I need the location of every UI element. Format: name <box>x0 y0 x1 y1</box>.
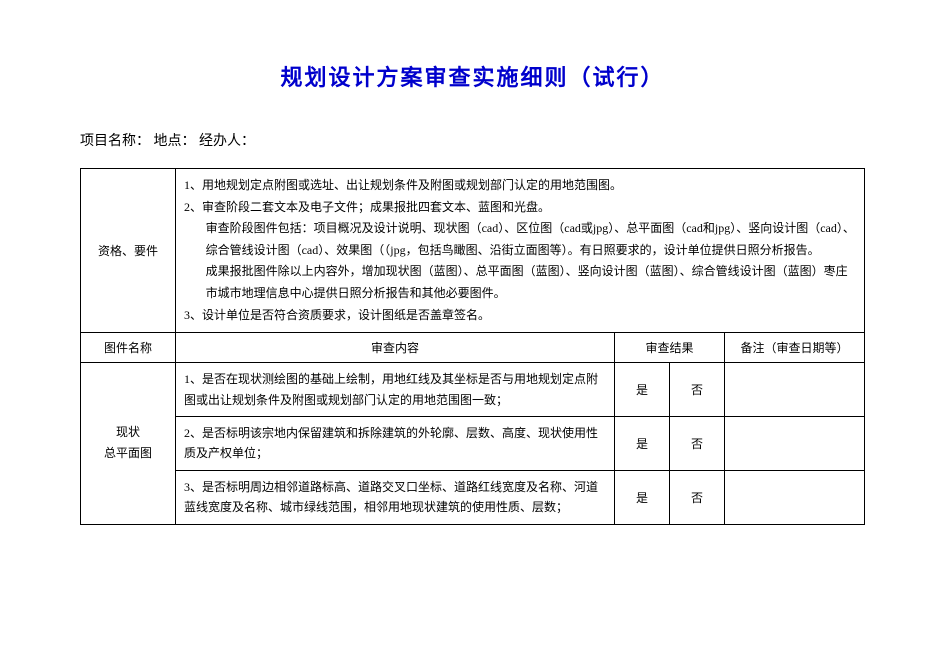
req-line-5: 3、设计单位是否符合资质要求，设计图纸是否盖章签名。 <box>184 308 490 322</box>
row-group-label-line1: 现状 <box>116 425 140 439</box>
remark-cell <box>725 470 865 524</box>
requirements-cell: 1、用地规划定点附图或选址、出让规划条件及附图或规划部门认定的用地范围图。 2、… <box>176 169 865 333</box>
result-yes-cell: 是 <box>615 470 670 524</box>
handler-label: 经办人： <box>199 134 255 149</box>
header-col-result: 审查结果 <box>615 333 725 363</box>
result-yes-cell: 是 <box>615 416 670 470</box>
location-label: 地点： <box>154 134 196 149</box>
row-group-label: 现状 总平面图 <box>81 363 176 524</box>
remark-cell <box>725 363 865 417</box>
req-line-4: 成果报批图件除以上内容外，增加现状图（蓝图）、总平面图（蓝图）、竖向设计图（蓝图… <box>206 261 856 304</box>
remark-cell <box>725 416 865 470</box>
table-header-row: 图件名称 审查内容 审查结果 备注（审查日期等） <box>81 333 865 363</box>
header-col-name: 图件名称 <box>81 333 176 363</box>
row-group-label-line2: 总平面图 <box>104 446 152 460</box>
meta-line: 项目名称： 地点： 经办人： <box>80 130 865 150</box>
header-col-remark: 备注（审查日期等） <box>725 333 865 363</box>
review-content-cell: 3、是否标明周边相邻道路标高、道路交叉口坐标、道路红线宽度及名称、河道蓝线宽度及… <box>176 470 615 524</box>
table-row: 3、是否标明周边相邻道路标高、道路交叉口坐标、道路红线宽度及名称、河道蓝线宽度及… <box>81 470 865 524</box>
requirements-row: 资格、要件 1、用地规划定点附图或选址、出让规划条件及附图或规划部门认定的用地范… <box>81 169 865 333</box>
table-row: 现状 总平面图 1、是否在现状测绘图的基础上绘制，用地红线及其坐标是否与用地规划… <box>81 363 865 417</box>
requirements-label: 资格、要件 <box>81 169 176 333</box>
req-line-2: 2、审查阶段二套文本及电子文件；成果报批四套文本、蓝图和光盘。 <box>184 200 550 214</box>
result-no-cell: 否 <box>670 363 725 417</box>
table-row: 2、是否标明该宗地内保留建筑和拆除建筑的外轮廓、层数、高度、现状使用性质及产权单… <box>81 416 865 470</box>
result-no-cell: 否 <box>670 470 725 524</box>
review-content-cell: 1、是否在现状测绘图的基础上绘制，用地红线及其坐标是否与用地规划定点附图或出让规… <box>176 363 615 417</box>
header-col-content: 审查内容 <box>176 333 615 363</box>
review-table: 资格、要件 1、用地规划定点附图或选址、出让规划条件及附图或规划部门认定的用地范… <box>80 168 865 525</box>
document-wrapper: 规划设计方案审查实施细则（试行） 项目名称： 地点： 经办人： 资格、要件 1、… <box>0 0 945 565</box>
review-content-cell: 2、是否标明该宗地内保留建筑和拆除建筑的外轮廓、层数、高度、现状使用性质及产权单… <box>176 416 615 470</box>
result-no-cell: 否 <box>670 416 725 470</box>
document-title: 规划设计方案审查实施细则（试行） <box>80 60 865 92</box>
req-line-3: 审查阶段图件包括：项目概况及设计说明、现状图（cad）、区位图（cad或jpg）… <box>206 218 856 261</box>
req-line-1: 1、用地规划定点附图或选址、出让规划条件及附图或规划部门认定的用地范围图。 <box>184 178 622 192</box>
result-yes-cell: 是 <box>615 363 670 417</box>
project-label: 项目名称： <box>80 134 150 149</box>
